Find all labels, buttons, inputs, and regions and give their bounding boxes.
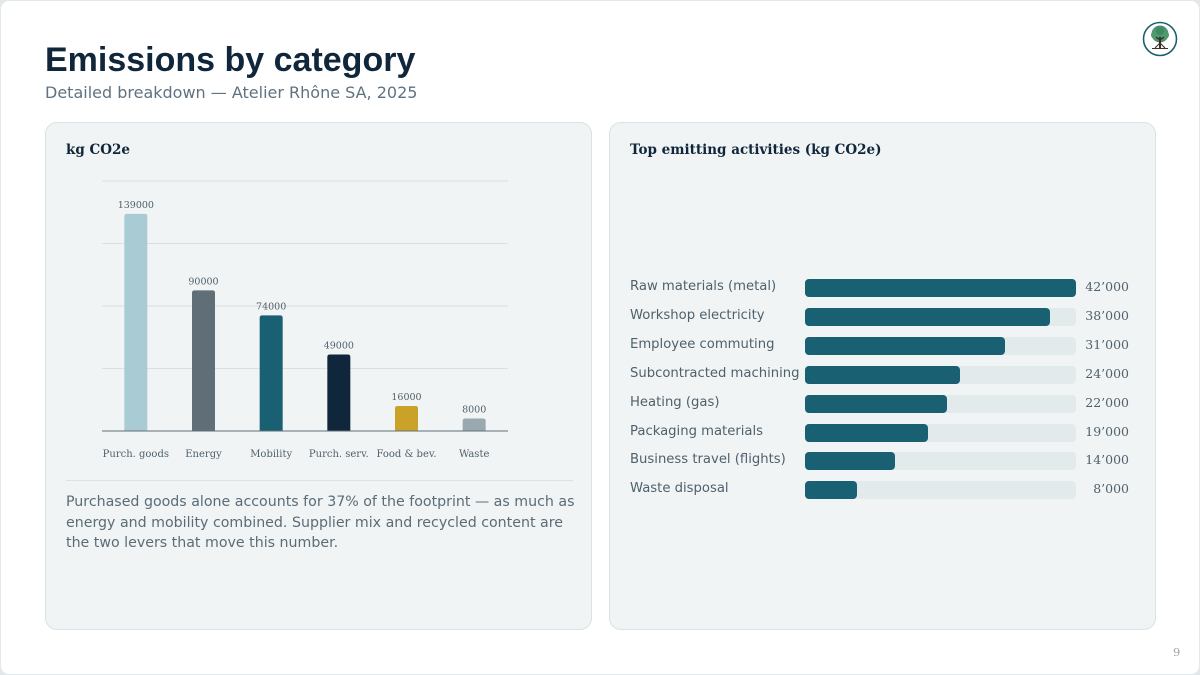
- bar: [462, 418, 486, 431]
- activity-row: Workshop electricity 38’000: [630, 307, 1140, 327]
- activity-label: Waste disposal: [630, 481, 729, 497]
- activity-bar: [805, 279, 1076, 297]
- page-subtitle: Detailed breakdown — Atelier Rhône SA, 2…: [45, 83, 418, 102]
- bar: [327, 354, 351, 431]
- activity-bar-track: [805, 481, 1076, 500]
- activity-bar-track: [805, 307, 1076, 326]
- activities-title: Top emitting activities (kg CO2e): [630, 142, 882, 158]
- category-tick-label: Waste: [459, 449, 490, 460]
- divider: [66, 480, 573, 481]
- insight-note: Purchased goods alone accounts for 37% o…: [66, 494, 575, 551]
- bar: [192, 290, 215, 431]
- bar-value-label: 16000: [391, 392, 421, 403]
- activity-row: Subcontracted machining 24’000: [630, 365, 1140, 385]
- activity-value: 24’000: [1085, 365, 1129, 381]
- activity-row: Waste disposal 8’000: [630, 480, 1140, 500]
- activity-bar-track: [805, 365, 1076, 384]
- category-chart-panel: kg CO2e 139000 Purch. goods 90000 Energy 740…: [45, 122, 592, 630]
- activity-value: 22’000: [1085, 394, 1129, 410]
- bar: [259, 315, 283, 431]
- category-tick-label: Purch. goods: [103, 449, 169, 460]
- category-tick-label: Food & bev.: [376, 449, 436, 460]
- activity-bar-track: [805, 336, 1076, 355]
- tree-icon: [1142, 21, 1178, 57]
- activity-bar-track: [805, 452, 1076, 471]
- category-tick-label: Energy: [185, 449, 222, 460]
- activity-value: 31’000: [1085, 336, 1129, 352]
- activity-row: Packaging materials 19’000: [630, 423, 1140, 443]
- activity-row: Business travel (flights) 14’000: [630, 451, 1140, 471]
- bar-value-label: 90000: [188, 276, 218, 287]
- activity-value: 19’000: [1085, 423, 1129, 439]
- activity-label: Workshop electricity: [630, 307, 765, 323]
- top-activities-panel: Top emitting activities (kg CO2e) Raw ma…: [609, 122, 1156, 630]
- bar: [395, 406, 418, 431]
- page-title: Emissions by category: [45, 41, 416, 79]
- activity-bar: [805, 423, 928, 442]
- activity-value: 8’000: [1093, 481, 1129, 497]
- activity-value: 14’000: [1085, 452, 1129, 468]
- activity-bar-track: [805, 279, 1076, 297]
- activity-label: Business travel (flights): [630, 452, 786, 468]
- activity-bar: [805, 481, 857, 500]
- activity-row: Raw materials (metal) 42’000: [630, 278, 1140, 298]
- activity-bar: [805, 336, 1006, 355]
- bar: [124, 213, 148, 431]
- activity-bar: [805, 452, 896, 471]
- bar-value-label: 139000: [118, 200, 154, 211]
- category-bar-chart: 139000 Purch. goods 90000 Energy 74000 Mobili…: [102, 180, 508, 460]
- activity-row: Heating (gas) 22’000: [630, 394, 1140, 414]
- bar-value-label: 49000: [324, 340, 354, 351]
- activity-bar: [805, 365, 960, 384]
- activity-label: Raw materials (metal): [630, 279, 777, 294]
- category-tick-label: Mobility: [250, 449, 292, 460]
- chart-title: kg CO2e: [66, 142, 130, 158]
- bar-value-label: 74000: [256, 301, 286, 312]
- activity-bar: [805, 307, 1051, 326]
- page-number: 9: [1173, 645, 1181, 659]
- activity-label: Employee commuting: [630, 336, 775, 352]
- activity-bar-track: [805, 394, 1076, 413]
- activity-value: 42’000: [1085, 279, 1129, 294]
- activity-label: Heating (gas): [630, 394, 720, 410]
- activity-label: Subcontracted machining: [630, 365, 800, 381]
- activity-value: 38’000: [1085, 307, 1129, 323]
- bar-value-label: 8000: [462, 405, 486, 416]
- activity-row: Employee commuting 31’000: [630, 336, 1140, 356]
- category-tick-label: Purch. serv.: [309, 449, 369, 460]
- activity-bar-track: [805, 423, 1076, 442]
- activity-bar: [805, 394, 947, 413]
- activity-label: Packaging materials: [630, 423, 764, 439]
